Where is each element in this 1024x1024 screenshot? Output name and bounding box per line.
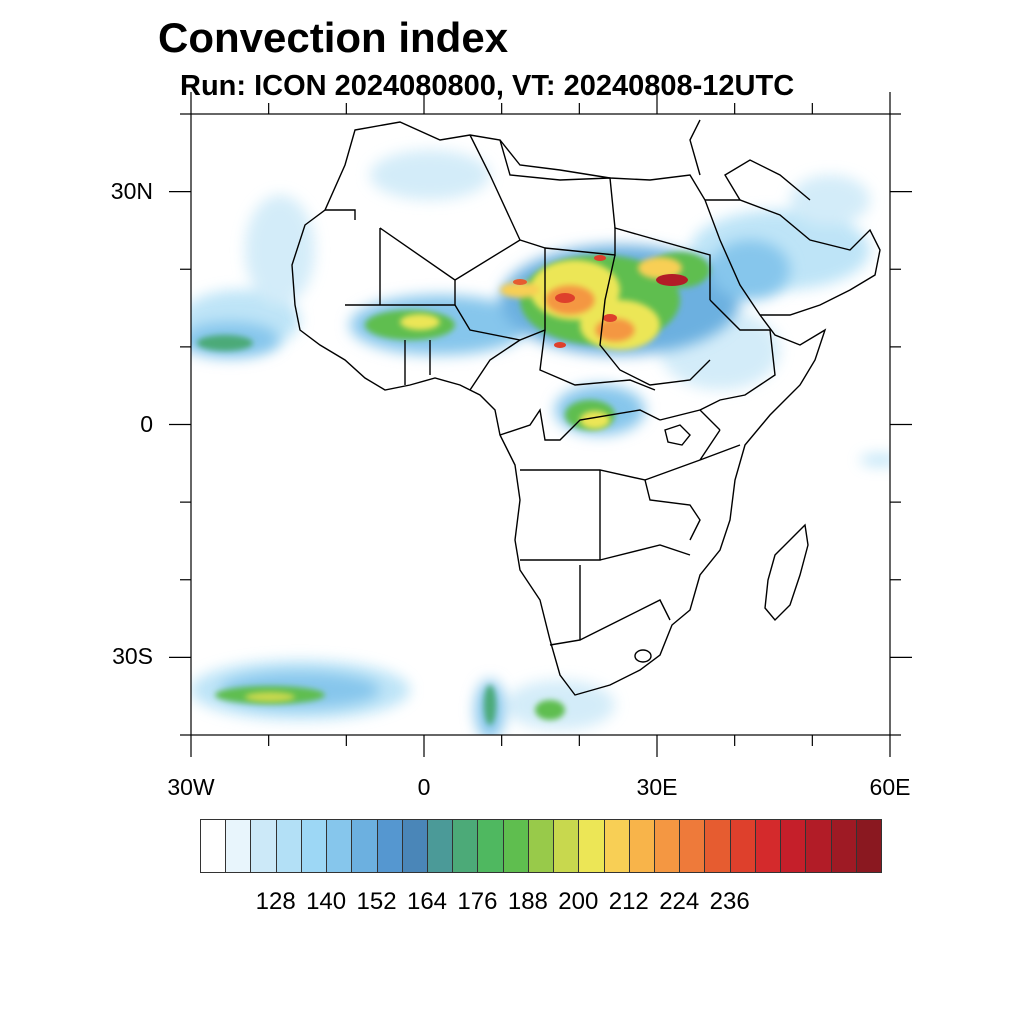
colorbar-label: 200 — [558, 888, 599, 915]
convection-field — [191, 150, 890, 735]
colorbar-cell — [553, 819, 580, 873]
colorbar — [200, 819, 882, 875]
colorbar-cell — [351, 819, 378, 873]
colorbar-cell — [754, 819, 782, 873]
colorbar-label: 176 — [457, 888, 498, 915]
colorbar-label: 188 — [507, 888, 548, 915]
colorbar-cell — [654, 819, 681, 873]
lon-tick-label: 30W — [167, 774, 215, 800]
lat-tick-label: 30N — [110, 177, 153, 204]
colorbar-label: 236 — [709, 888, 750, 915]
colorbar-cell — [679, 819, 706, 873]
colorbar-cell — [427, 819, 454, 873]
colorbar-cell — [300, 819, 328, 873]
lon-tick-label: 0 — [417, 774, 431, 800]
colorbar-cell — [855, 819, 882, 873]
colorbar-cell — [376, 819, 403, 873]
colorbar-cell — [502, 819, 529, 873]
colorbar-cell — [628, 819, 655, 873]
colorbar-cell — [704, 819, 731, 873]
map-title: Convection index — [158, 14, 509, 61]
colorbar-cell — [452, 819, 479, 873]
colorbar-label: 164 — [406, 888, 448, 915]
colorbar-cell — [250, 819, 277, 873]
colorbar-cell — [830, 819, 857, 873]
colorbar-cell — [805, 819, 832, 873]
colorbar-cell — [401, 819, 428, 873]
colorbar-label: 152 — [356, 888, 397, 915]
colorbar-cell — [729, 819, 756, 873]
colorbar-cell — [200, 819, 227, 873]
colorbar-cell — [275, 819, 302, 873]
lat-tick-label: 0 — [140, 410, 153, 437]
colorbar-label: 140 — [306, 888, 347, 915]
colorbar-cell — [326, 819, 353, 873]
colorbar-cell — [578, 819, 605, 873]
lat-tick-label: 30S — [112, 643, 153, 670]
colorbar-label: 224 — [659, 888, 700, 915]
lon-tick-label: 30E — [636, 774, 678, 800]
colorbar-cell — [603, 819, 630, 873]
lon-tick-label: 60E — [869, 774, 911, 800]
country-borders — [291, 119, 881, 696]
map-subtitle: Run: ICON 2024080800, VT: 20240808-12UTC — [180, 70, 795, 102]
colorbar-cell — [225, 819, 252, 873]
colorbar-cell — [780, 819, 807, 873]
axis-ticks — [169, 92, 912, 757]
colorbar-cell — [527, 819, 555, 873]
colorbar-label: 128 — [255, 888, 296, 915]
colorbar-cell — [477, 819, 504, 873]
colorbar-label: 212 — [608, 888, 649, 915]
